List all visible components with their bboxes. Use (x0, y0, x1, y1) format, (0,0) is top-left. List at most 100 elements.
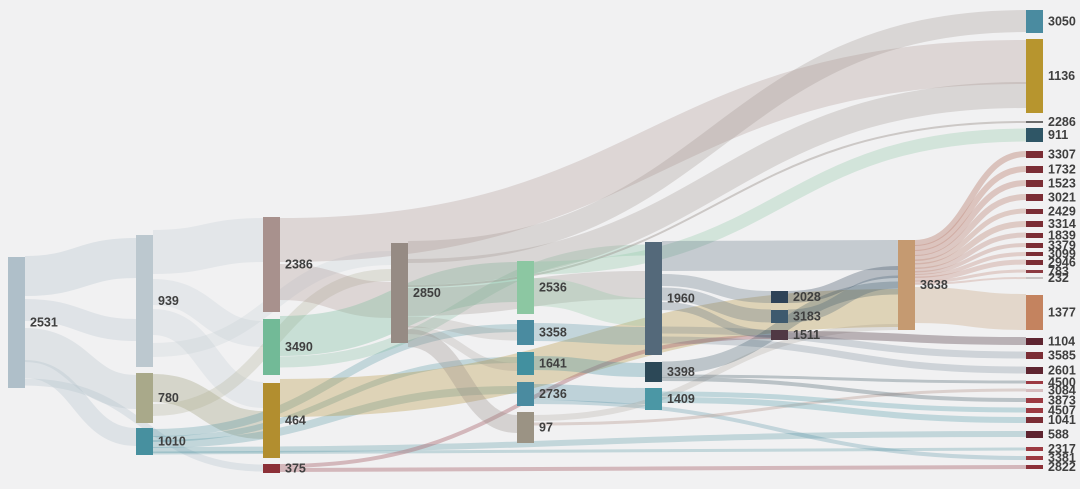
sankey-link-2531-to-939[interactable] (24, 299, 137, 341)
sankey-link-1960-to-3585[interactable] (661, 326, 1027, 359)
sankey-node-3381[interactable] (1026, 456, 1043, 460)
sankey-link-939-to-3490[interactable] (152, 279, 264, 347)
sankey-link-1010-to-1641[interactable] (152, 357, 518, 442)
sankey-link-1010-to-2317[interactable] (152, 447, 1027, 455)
sankey-link-780-to-464[interactable] (152, 374, 264, 439)
sankey-node-2429[interactable] (1026, 209, 1043, 214)
sankey-link-2736-to-1409[interactable] (533, 384, 646, 404)
sankey-node-911[interactable] (1026, 128, 1043, 142)
sankey-node-1523[interactable] (1026, 180, 1043, 187)
sankey-link-3638-to-783[interactable] (914, 269, 1027, 284)
sankey-link-2028-to-3638[interactable] (787, 266, 899, 303)
sankey-node-464[interactable] (263, 383, 280, 458)
sankey-node-3358[interactable] (517, 320, 534, 345)
sankey-node-780[interactable] (136, 373, 153, 423)
sankey-node-1511[interactable] (771, 330, 788, 340)
sankey-node-3307[interactable] (1026, 151, 1043, 158)
sankey-link-2850-to-1641[interactable] (407, 326, 518, 371)
sankey-link-2536-to-1960[interactable] (533, 278, 646, 326)
sankey-node-783[interactable] (1026, 270, 1043, 273)
sankey-node-2028[interactable] (771, 291, 788, 303)
sankey-node-2946[interactable] (1026, 260, 1043, 265)
sankey-node-3585[interactable] (1026, 352, 1043, 359)
sankey-node-3873[interactable] (1026, 398, 1043, 403)
sankey-link-3638-to-2429[interactable] (914, 208, 1027, 265)
sankey-node-1377[interactable] (1026, 295, 1043, 330)
sankey-link-2531-to-939[interactable] (24, 238, 137, 296)
sankey-node-1839[interactable] (1026, 233, 1043, 238)
sankey-node-3183[interactable] (771, 310, 788, 323)
sankey-link-1409-to-1041[interactable] (661, 397, 1027, 423)
sankey-link-939-to-464[interactable] (151, 309, 265, 408)
sankey-node-375[interactable] (263, 464, 280, 473)
sankey-node-2850[interactable] (391, 243, 408, 343)
sankey-link-3358-to-1960[interactable] (533, 323, 646, 345)
sankey-link-3638-to-3314[interactable] (914, 221, 1027, 269)
sankey-node-2536[interactable] (517, 261, 534, 314)
sankey-link-2531-to-1010[interactable] (24, 360, 137, 446)
sankey-node-2531[interactable] (8, 257, 25, 388)
sankey-link-3638-to-1732[interactable] (914, 166, 1027, 251)
sankey-link-1409-to-4507[interactable] (661, 391, 1027, 413)
sankey-node-3099[interactable] (1026, 252, 1043, 256)
sankey-node-1010[interactable] (136, 428, 153, 455)
sankey-link-1511-to-1104[interactable] (787, 331, 1027, 345)
sankey-node-3314[interactable] (1026, 221, 1043, 227)
sankey-link-3638-to-1523[interactable] (914, 180, 1027, 256)
sankey-link-3398-to-4500[interactable] (661, 374, 1027, 384)
sankey-node-588[interactable] (1026, 431, 1043, 438)
sankey-node-4500[interactable] (1026, 381, 1043, 384)
sankey-node-3398[interactable] (645, 362, 662, 382)
sankey-node-3021[interactable] (1026, 194, 1043, 201)
sankey-link-2736-to-3381[interactable] (533, 400, 1027, 460)
sankey-link-2531-to-375[interactable] (24, 378, 264, 472)
sankey-link-1960-to-3638[interactable] (661, 240, 899, 271)
sankey-node-1409[interactable] (645, 388, 662, 410)
sankey-node-232[interactable] (1026, 277, 1043, 279)
sankey-node-2317[interactable] (1026, 447, 1043, 451)
sankey-node-3638[interactable] (898, 240, 915, 330)
sankey-link-3638-to-2946[interactable] (914, 259, 1027, 282)
sankey-link-3490-to-1960[interactable] (279, 244, 646, 368)
sankey-link-2386-to-2850[interactable] (279, 264, 392, 318)
sankey-link-3638-to-1377[interactable] (914, 287, 1027, 330)
sankey-node-1641[interactable] (517, 352, 534, 375)
sankey-link-3398-to-3638[interactable] (661, 281, 899, 375)
sankey-link-2531-to-780[interactable] (24, 328, 137, 409)
sankey-link-3638-to-3099[interactable] (914, 252, 1027, 278)
sankey-node-2822[interactable] (1026, 465, 1043, 469)
sankey-link-1960-to-2601[interactable] (661, 336, 1027, 374)
sankey-node-3084[interactable] (1026, 389, 1043, 392)
sankey-node-1960[interactable] (645, 242, 662, 355)
sankey-link-3638-to-3307[interactable] (914, 151, 1027, 246)
sankey-link-3638-to-3379[interactable] (914, 243, 1027, 275)
sankey-link-1010-to-3358[interactable] (152, 324, 518, 437)
sankey-node-1041[interactable] (1026, 417, 1043, 423)
sankey-link-97-to-3084[interactable] (533, 388, 1027, 426)
sankey-link-2536-to-911[interactable] (533, 128, 1027, 275)
sankey-link-1960-to-1511[interactable] (661, 302, 772, 338)
sankey-link-1010-to-588[interactable] (152, 431, 1027, 453)
sankey-link-2386-to-1136[interactable] (279, 40, 1027, 262)
sankey-link-1641-to-3398[interactable] (533, 356, 646, 377)
sankey-link-97-to-3638[interactable] (533, 324, 899, 421)
sankey-link-2850-to-97[interactable] (407, 329, 518, 433)
sankey-link-1010-to-2736[interactable] (152, 386, 518, 448)
sankey-node-2386[interactable] (263, 217, 280, 312)
sankey-node-3490[interactable] (263, 319, 280, 375)
sankey-node-3050[interactable] (1026, 10, 1043, 33)
sankey-link-2850-to-3050[interactable] (407, 10, 1027, 263)
sankey-link-3638-to-1839[interactable] (914, 232, 1027, 273)
sankey-link-3638-to-232[interactable] (914, 277, 1027, 285)
sankey-node-1104[interactable] (1026, 338, 1043, 345)
sankey-link-375-to-2822[interactable] (279, 465, 1027, 472)
sankey-link-3183-to-3638[interactable] (787, 275, 899, 323)
sankey-node-1136[interactable] (1026, 39, 1043, 113)
sankey-link-1960-to-2028[interactable] (661, 274, 772, 303)
sankey-node-2601[interactable] (1026, 367, 1043, 374)
sankey-link-3398-to-3873[interactable] (661, 377, 1027, 402)
sankey-node-2286[interactable] (1026, 121, 1043, 123)
sankey-node-939[interactable] (136, 235, 153, 367)
sankey-node-97[interactable] (517, 412, 534, 443)
sankey-link-2850-to-3358[interactable] (407, 316, 518, 341)
